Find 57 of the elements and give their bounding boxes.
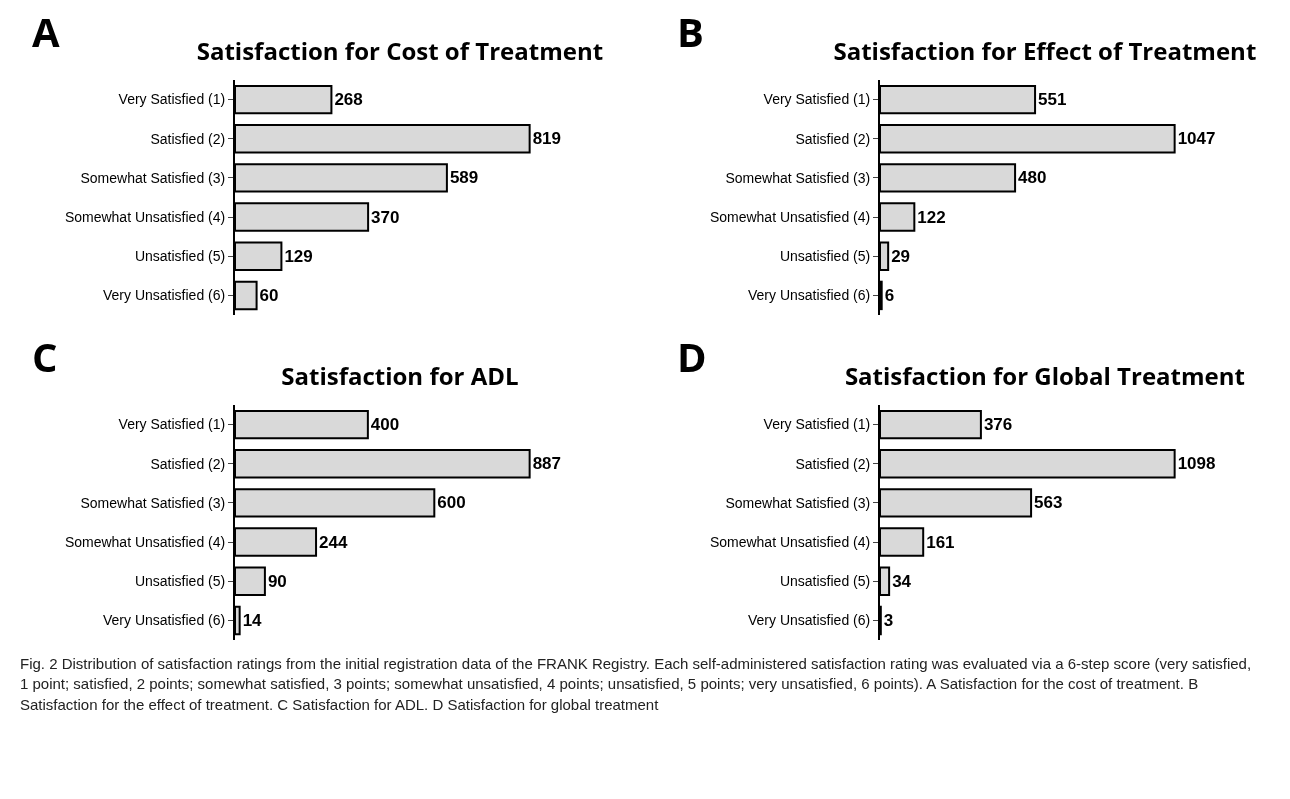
data-label: 14 xyxy=(242,610,263,630)
data-label: 268 xyxy=(334,90,363,110)
data-label: 376 xyxy=(983,415,1013,435)
y-tick-label: Satisfied (2) xyxy=(795,455,871,472)
data-label: 29 xyxy=(891,246,911,266)
text: D xyxy=(677,329,707,384)
data-label: 887 xyxy=(532,454,562,474)
data-label: 60 xyxy=(259,285,279,305)
chart-title: Satisfaction for ADL xyxy=(281,359,519,393)
data-label: 551 xyxy=(1038,90,1067,110)
data-label: 129 xyxy=(284,246,313,266)
y-tick-label: Satisfied (2) xyxy=(795,130,871,147)
y-tick-label: Somewhat Unsatisfied (4) xyxy=(709,533,871,550)
caption: Fig. 2 Distribution of satisfaction ratings from the initial registration data of the FRANK Registry. Each self-administered satisfaction rating was evaluated via a 6-step score (very satisfied, 1 point; satisfied, 2 points; somewhat satisfied, 3 points; somewhat unsatisfied, 4 points; unsatisfied, 5 points; very unsatisfied, 6 points). A Satisfaction for the cost of treatment. B Satisfaction for the effect of treatment. C Satisfaction for ADL. D Satisfaction for global treatment xyxy=(20,654,1253,715)
y-tick-label: Somewhat Unsatisfied (4) xyxy=(64,208,226,225)
text: A xyxy=(32,4,60,59)
y-tick-label: Unsatisfied (5) xyxy=(134,248,226,265)
data-label: 589 xyxy=(449,168,479,188)
y-tick-label: Very Unsatisfied (6) xyxy=(748,287,871,304)
data-label: 370 xyxy=(371,207,400,227)
data-label: 244 xyxy=(319,532,348,552)
y-tick-label: Somewhat Satisfied (3) xyxy=(80,494,226,511)
data-label: 1098 xyxy=(1177,454,1216,474)
y-tick-label: Unsatisfied (5) xyxy=(779,573,871,590)
data-label: 819 xyxy=(532,129,562,149)
y-tick-label: Very Satisfied (1) xyxy=(118,91,226,108)
y-tick-label: Somewhat Unsatisfied (4) xyxy=(64,533,226,550)
y-tick-label: Satisfied (2) xyxy=(150,130,226,147)
data-label: 6 xyxy=(884,285,895,305)
y-tick-label: Very Satisfied (1) xyxy=(118,416,226,433)
y-tick-label: Unsatisfied (5) xyxy=(134,573,226,590)
y-tick-label: Satisfied (2) xyxy=(150,455,226,472)
chart-title: Satisfaction for Effect of Treatment xyxy=(833,34,1257,68)
y-tick-label: Somewhat Satisfied (3) xyxy=(80,169,226,186)
y-tick-label: Somewhat Satisfied (3) xyxy=(725,494,871,511)
data-label: 563 xyxy=(1034,493,1063,513)
chart-title: Satisfaction for Global Treatment xyxy=(844,359,1245,393)
y-tick-label: Unsatisfied (5) xyxy=(779,248,871,265)
data-label: 600 xyxy=(437,493,466,513)
y-tick-label: Somewhat Unsatisfied (4) xyxy=(709,208,871,225)
y-tick-label: Somewhat Satisfied (3) xyxy=(725,169,871,186)
text: B xyxy=(677,4,704,59)
y-tick-label: Very Unsatisfied (6) xyxy=(748,612,871,629)
data-label: 3 xyxy=(883,610,894,630)
data-label: 1047 xyxy=(1177,129,1216,149)
data-label: 34 xyxy=(892,571,912,591)
data-label: 90 xyxy=(267,571,287,591)
chart-title: Satisfaction for Cost of Treatment xyxy=(196,34,604,68)
y-tick-label: Very Satisfied (1) xyxy=(763,91,871,108)
data-label: 400 xyxy=(370,415,400,435)
y-tick-label: Very Unsatisfied (6) xyxy=(103,287,226,304)
data-label: 161 xyxy=(926,532,955,552)
y-tick-label: Very Satisfied (1) xyxy=(763,416,871,433)
y-tick-label: Very Unsatisfied (6) xyxy=(103,612,226,629)
text: C xyxy=(32,329,58,384)
data-label: 480 xyxy=(1018,168,1047,188)
data-label: 122 xyxy=(917,207,946,227)
